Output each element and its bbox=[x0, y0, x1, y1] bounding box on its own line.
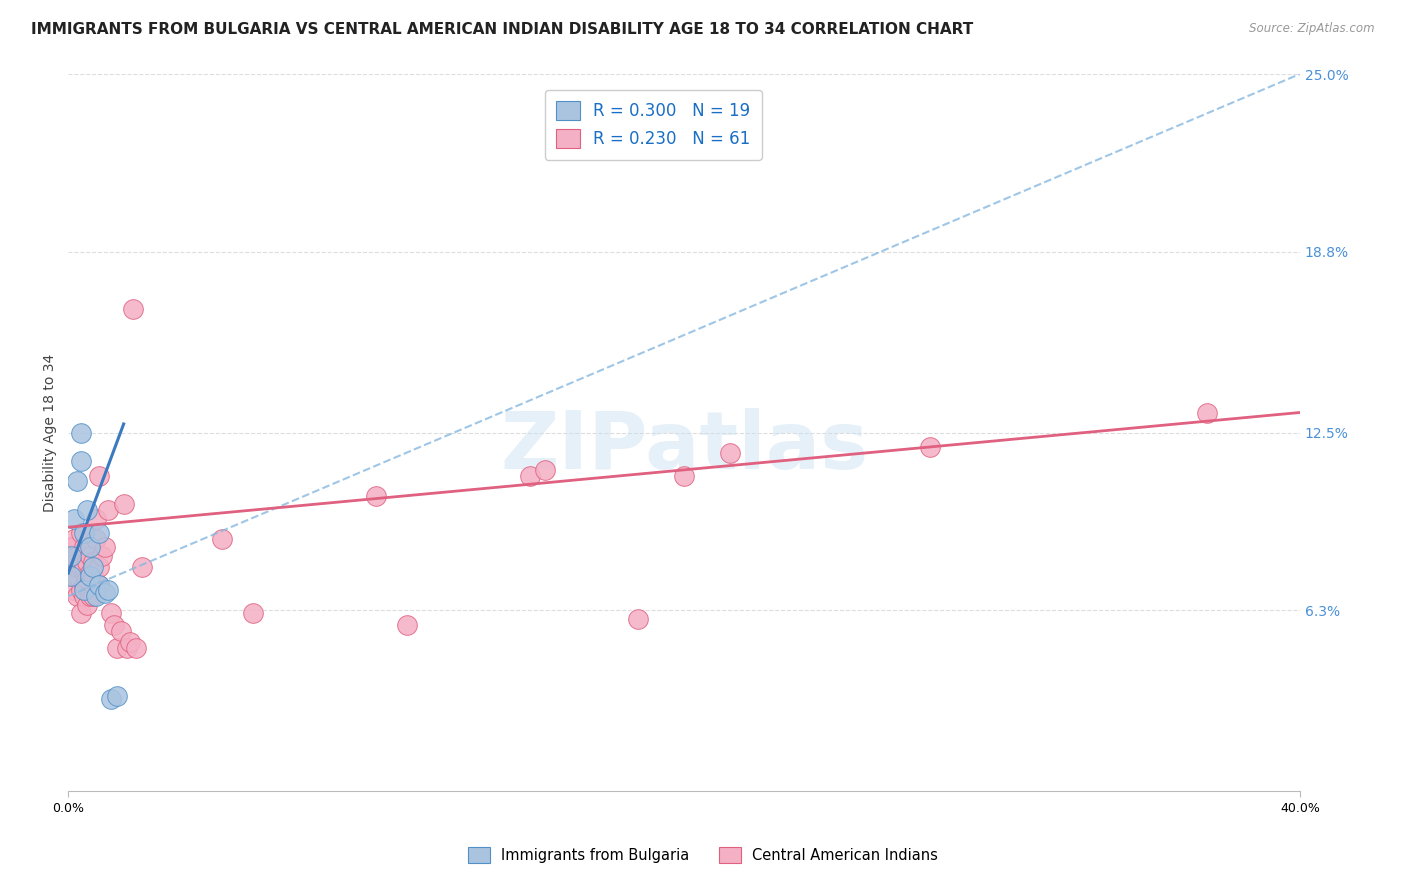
Point bbox=[72, 577, 94, 591]
Point bbox=[69, 607, 91, 621]
Point bbox=[107, 640, 129, 655]
Point bbox=[82, 569, 104, 583]
Point bbox=[84, 511, 107, 525]
Point bbox=[82, 560, 104, 574]
Point bbox=[72, 589, 94, 603]
Point bbox=[87, 526, 110, 541]
Point bbox=[63, 532, 86, 546]
Point bbox=[60, 549, 83, 563]
Point bbox=[97, 503, 120, 517]
Text: IMMIGRANTS FROM BULGARIA VS CENTRAL AMERICAN INDIAN DISABILITY AGE 18 TO 34 CORR: IMMIGRANTS FROM BULGARIA VS CENTRAL AMER… bbox=[31, 22, 973, 37]
Point bbox=[718, 445, 741, 459]
Point bbox=[82, 589, 104, 603]
Point bbox=[69, 526, 91, 541]
Point bbox=[76, 598, 98, 612]
Point bbox=[87, 560, 110, 574]
Point bbox=[118, 635, 141, 649]
Point bbox=[84, 589, 107, 603]
Point bbox=[63, 569, 86, 583]
Point bbox=[1197, 405, 1219, 419]
Point bbox=[100, 692, 122, 706]
Point bbox=[69, 583, 91, 598]
Legend: Immigrants from Bulgaria, Central American Indians: Immigrants from Bulgaria, Central Americ… bbox=[463, 841, 943, 869]
Point bbox=[125, 640, 148, 655]
Point bbox=[107, 690, 129, 704]
Point bbox=[66, 589, 89, 603]
Point bbox=[66, 569, 89, 583]
Point bbox=[79, 549, 101, 563]
Point bbox=[60, 555, 83, 569]
Point bbox=[60, 569, 83, 583]
Point bbox=[60, 549, 83, 563]
Point bbox=[72, 560, 94, 574]
Point bbox=[66, 549, 89, 563]
Text: Source: ZipAtlas.com: Source: ZipAtlas.com bbox=[1250, 22, 1375, 36]
Point bbox=[627, 612, 650, 626]
Point bbox=[87, 468, 110, 483]
Point bbox=[63, 541, 86, 555]
Point bbox=[94, 586, 117, 600]
Point bbox=[131, 560, 153, 574]
Point bbox=[97, 583, 120, 598]
Point bbox=[63, 583, 86, 598]
Point bbox=[63, 511, 86, 525]
Point bbox=[84, 532, 107, 546]
Point bbox=[91, 549, 114, 563]
Point bbox=[69, 425, 91, 440]
Point bbox=[673, 468, 696, 483]
Point bbox=[534, 463, 557, 477]
Point bbox=[103, 617, 125, 632]
Legend: R = 0.300   N = 19, R = 0.230   N = 61: R = 0.300 N = 19, R = 0.230 N = 61 bbox=[544, 89, 762, 160]
Point bbox=[66, 560, 89, 574]
Point bbox=[63, 549, 86, 563]
Point bbox=[94, 541, 117, 555]
Point bbox=[87, 577, 110, 591]
Point bbox=[69, 454, 91, 468]
Point bbox=[76, 555, 98, 569]
Point bbox=[79, 569, 101, 583]
Point bbox=[72, 583, 94, 598]
Text: ZIPatlas: ZIPatlas bbox=[501, 408, 868, 486]
Y-axis label: Disability Age 18 to 34: Disability Age 18 to 34 bbox=[44, 353, 58, 512]
Point bbox=[82, 555, 104, 569]
Point bbox=[242, 607, 264, 621]
Point bbox=[72, 526, 94, 541]
Point bbox=[60, 541, 83, 555]
Point bbox=[122, 302, 145, 317]
Point bbox=[115, 640, 138, 655]
Point bbox=[920, 440, 942, 454]
Point bbox=[76, 503, 98, 517]
Point bbox=[395, 617, 418, 632]
Point bbox=[66, 475, 89, 489]
Point bbox=[79, 566, 101, 581]
Point bbox=[79, 589, 101, 603]
Point bbox=[60, 569, 83, 583]
Point bbox=[60, 560, 83, 574]
Point bbox=[72, 541, 94, 555]
Point bbox=[76, 572, 98, 586]
Point bbox=[69, 560, 91, 574]
Point bbox=[110, 624, 132, 638]
Point bbox=[211, 532, 233, 546]
Point bbox=[100, 607, 122, 621]
Point bbox=[366, 489, 388, 503]
Point bbox=[112, 497, 135, 511]
Point bbox=[63, 555, 86, 569]
Point bbox=[519, 468, 541, 483]
Point bbox=[87, 577, 110, 591]
Point bbox=[79, 541, 101, 555]
